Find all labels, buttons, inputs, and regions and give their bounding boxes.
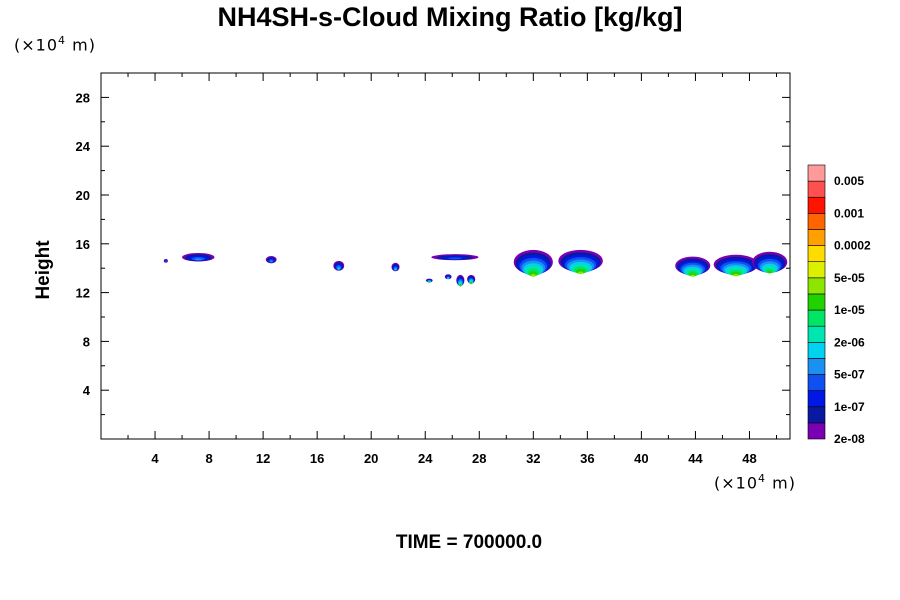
cloud-field	[163, 249, 788, 287]
colorbar: 0.005 0.001 0.0002 5e-05 1e-05 2e-06 5e-07 1e-0…	[807, 164, 871, 446]
colorbar-cell	[807, 390, 826, 408]
plot-frame	[100, 72, 791, 440]
cloud-feature	[675, 256, 711, 277]
colorbar-cell	[807, 358, 826, 375]
cloud-contour	[164, 260, 167, 263]
cloud-feature	[467, 274, 476, 285]
colorbar-cell	[807, 325, 826, 343]
cloud-contour	[531, 273, 536, 277]
cloud-feature	[182, 252, 215, 262]
x-tick-label: 48	[742, 451, 756, 466]
x-unit-exponent: 4	[758, 472, 767, 485]
x-tick-label: 4	[151, 451, 159, 466]
colorbar-cell	[807, 164, 826, 182]
x-tick-label: 20	[364, 451, 378, 466]
x-tick-label: 16	[310, 451, 324, 466]
x-unit-mantissa: (×10	[714, 473, 759, 493]
cloud-feature	[513, 249, 553, 277]
cloud-feature	[558, 249, 603, 275]
cloud-feature	[333, 260, 345, 271]
cloud-contour	[470, 282, 473, 285]
colorbar-cell	[807, 277, 826, 295]
cloud-feature	[391, 262, 400, 272]
x-unit-label: m)	[772, 473, 796, 493]
colorbar-label: 0.001	[834, 206, 864, 220]
time-label: TIME = 700000.0	[395, 532, 543, 553]
colorbar-cell	[807, 309, 826, 327]
x-tick-label: 40	[634, 451, 648, 466]
cloud-feature	[752, 251, 788, 274]
y-unit-label: m)	[72, 35, 96, 55]
cloud-contour	[577, 271, 584, 275]
y-tick-label: 20	[76, 188, 90, 203]
y-axis-unit: (×104 m)	[14, 34, 96, 54]
colorbar-label: 2e-06	[834, 335, 865, 349]
colorbar-cell	[807, 180, 826, 198]
colorbar-label: 5e-05	[834, 271, 865, 285]
colorbar-label: 1e-07	[834, 400, 865, 414]
cloud-feature	[265, 256, 277, 264]
colorbar-cell	[807, 261, 826, 279]
cloud-feature	[425, 278, 433, 283]
colorbar-label: 1e-05	[834, 303, 865, 317]
y-tick-label: 28	[76, 90, 90, 105]
x-tick-label: 28	[472, 451, 486, 466]
cloud-contour	[733, 273, 739, 277]
y-tick-label: 8	[83, 334, 90, 349]
x-tick-label: 12	[256, 451, 270, 466]
cloud-feature	[444, 274, 452, 280]
y-tick-label: 24	[76, 139, 91, 154]
colorbar-cell	[807, 213, 826, 230]
x-tick-label: 24	[418, 451, 433, 466]
colorbar-cell	[807, 245, 826, 263]
cloud-feature	[713, 254, 759, 277]
y-tick-label: 16	[76, 237, 90, 252]
y-tick-label: 4	[83, 383, 91, 398]
y-tick-label: 12	[76, 286, 90, 301]
cloud-feature	[431, 254, 479, 261]
cloud-contour	[767, 270, 773, 274]
colorbar-cell	[807, 406, 826, 424]
x-tick-label: 36	[580, 451, 594, 466]
colorbar-cell	[807, 341, 826, 359]
colorbar-cell	[807, 422, 826, 440]
x-tick-label: 44	[688, 451, 703, 466]
y-unit-mantissa: (×10	[14, 35, 59, 55]
cloud-contour	[428, 280, 431, 283]
x-tick-label: 8	[205, 451, 212, 466]
cloud-feature	[163, 259, 168, 263]
colorbar-label: 0.005	[834, 174, 864, 188]
colorbar-label: 5e-07	[834, 368, 865, 382]
cloud-contour	[337, 267, 340, 270]
chart-title: NH4SH-s-Cloud Mixing Ratio [kg/kg]	[217, 2, 683, 32]
colorbar-cell	[807, 229, 826, 246]
cloud-contour	[690, 274, 695, 277]
colorbar-cell	[807, 293, 826, 311]
colorbar-cell	[807, 196, 826, 214]
cloud-contour	[394, 268, 397, 271]
y-unit-exponent: 4	[58, 34, 67, 47]
cloud-contour	[447, 277, 450, 280]
cloud-feature	[456, 274, 465, 287]
colorbar-cell	[807, 374, 826, 391]
colorbar-label: 2e-08	[834, 432, 865, 446]
colorbar-label: 0.0002	[834, 239, 871, 253]
cloud-contour	[448, 257, 462, 260]
cloud-contour	[459, 284, 462, 287]
cloud-contour	[269, 260, 273, 263]
x-axis-unit: (×104 m)	[714, 472, 796, 492]
cloud-contour	[194, 258, 203, 261]
x-tick-label: 32	[526, 451, 540, 466]
